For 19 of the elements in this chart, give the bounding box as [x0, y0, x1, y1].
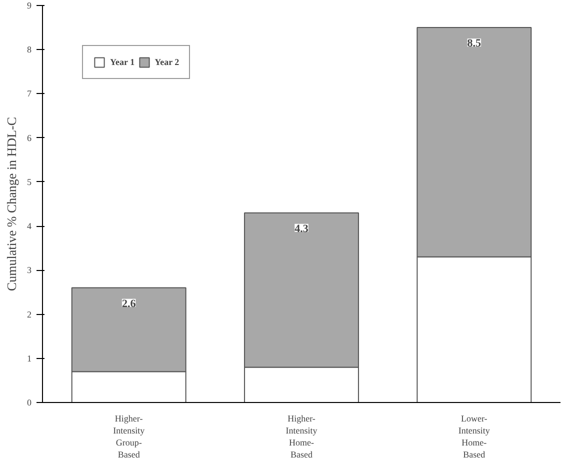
x-tick-label: Lower-Intensity Home-Based	[458, 414, 490, 460]
legend-label: Year 1	[110, 57, 135, 67]
y-tick-label: 8	[27, 44, 32, 55]
y-tick-label: 5	[27, 176, 32, 187]
y-tick-label: 7	[27, 88, 32, 99]
y-tick-label: 3	[27, 265, 32, 276]
y-axis-title: Cumulative % Change in HDL-C	[4, 116, 19, 292]
total-label: 4.3	[294, 222, 309, 235]
y-tick-label: 2	[27, 309, 32, 320]
x-tick-label: Higher-Intensity Group-Based	[113, 414, 146, 460]
y-tick-label: 0	[27, 398, 32, 408]
total-label: 2.6	[122, 298, 136, 310]
legend-label: Year 2	[154, 57, 180, 67]
y-tick-label: 9	[27, 0, 32, 10]
y-tick-label: 4	[27, 221, 32, 232]
x-tick-label: Higher-Intensity Home-Based	[286, 414, 318, 460]
y-tick-label: 1	[27, 353, 32, 364]
y-tick-label: 6	[27, 132, 32, 143]
total-label: 8.5	[467, 38, 482, 50]
